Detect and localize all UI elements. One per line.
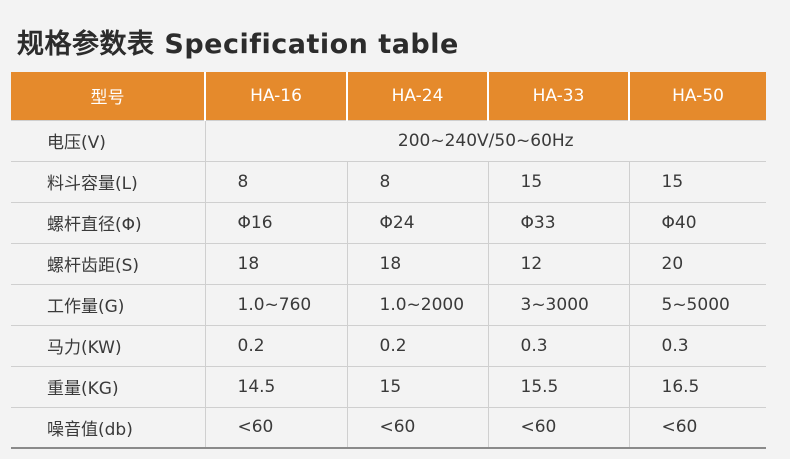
table-row: 马力(KW) 0.2 0.2 0.3 0.3: [11, 324, 766, 366]
table-cell: 0.3: [487, 324, 629, 366]
table-cell: 0.3: [628, 324, 766, 366]
table-cell: 5~5000: [628, 283, 766, 325]
spec-table-body: 电压(V) 200~240V/50~60Hz 料斗容量(L) 8 8 15 15…: [11, 119, 766, 449]
spec-table: 型号 HA-16 HA-24 HA-33 HA-50 电压(V) 200~240…: [11, 72, 766, 449]
table-cell: 20: [628, 242, 766, 284]
table-cell: 1.0~760: [204, 283, 347, 325]
row-label: 噪音值(db): [11, 406, 205, 449]
spec-table-header: 型号 HA-16 HA-24 HA-33 HA-50: [11, 72, 766, 120]
table-cell: 18: [346, 242, 488, 284]
row-label: 螺杆齿距(S): [11, 242, 205, 284]
table-cell: 18: [204, 242, 347, 284]
table-row-voltage: 电压(V) 200~240V/50~60Hz: [11, 119, 766, 161]
table-cell: 15: [487, 160, 629, 202]
table-row: 料斗容量(L) 8 8 15 15: [11, 160, 766, 202]
table-cell: Φ24: [346, 201, 488, 243]
table-cell: 16.5: [628, 365, 766, 407]
table-cell: 1.0~2000: [346, 283, 488, 325]
table-cell: Φ40: [628, 201, 766, 243]
row-label: 工作量(G): [11, 283, 205, 325]
table-cell: 12: [487, 242, 629, 284]
row-label: 电压(V): [11, 119, 205, 161]
table-cell: 15.5: [487, 365, 629, 407]
table-cell: 14.5: [204, 365, 347, 407]
table-cell: <60: [346, 406, 488, 449]
header-ha-16: HA-16: [204, 72, 348, 120]
spec-table-wrapper: 型号 HA-16 HA-24 HA-33 HA-50 电压(V) 200~240…: [11, 72, 766, 449]
header-row: 型号 HA-16 HA-24 HA-33 HA-50: [11, 72, 766, 120]
row-label: 螺杆直径(Φ): [11, 201, 205, 243]
table-cell: 8: [204, 160, 347, 202]
table-row: 螺杆直径(Φ) Φ16 Φ24 Φ33 Φ40: [11, 201, 766, 243]
header-ha-50: HA-50: [628, 72, 766, 120]
page-title: 规格参数表 Specification table: [17, 29, 459, 60]
row-label: 料斗容量(L): [11, 160, 205, 202]
table-row: 噪音值(db) <60 <60 <60 <60: [11, 406, 766, 449]
table-row: 螺杆齿距(S) 18 18 12 20: [11, 242, 766, 284]
table-row: 重量(KG) 14.5 15 15.5 16.5: [11, 365, 766, 407]
table-cell: <60: [628, 406, 766, 449]
table-row: 工作量(G) 1.0~760 1.0~2000 3~3000 5~5000: [11, 283, 766, 325]
header-ha-24: HA-24: [346, 72, 489, 120]
row-label: 马力(KW): [11, 324, 205, 366]
header-model: 型号: [11, 72, 206, 120]
table-cell: Φ33: [487, 201, 629, 243]
table-cell: 3~3000: [487, 283, 629, 325]
table-cell: 8: [346, 160, 488, 202]
table-cell: <60: [204, 406, 347, 449]
row-label: 重量(KG): [11, 365, 205, 407]
table-cell: 15: [346, 365, 488, 407]
table-cell: 0.2: [346, 324, 488, 366]
table-cell: <60: [487, 406, 629, 449]
table-cell: 0.2: [204, 324, 347, 366]
table-cell: 15: [628, 160, 766, 202]
voltage-value: 200~240V/50~60Hz: [204, 119, 766, 161]
header-ha-33: HA-33: [487, 72, 630, 120]
table-cell: Φ16: [204, 201, 347, 243]
